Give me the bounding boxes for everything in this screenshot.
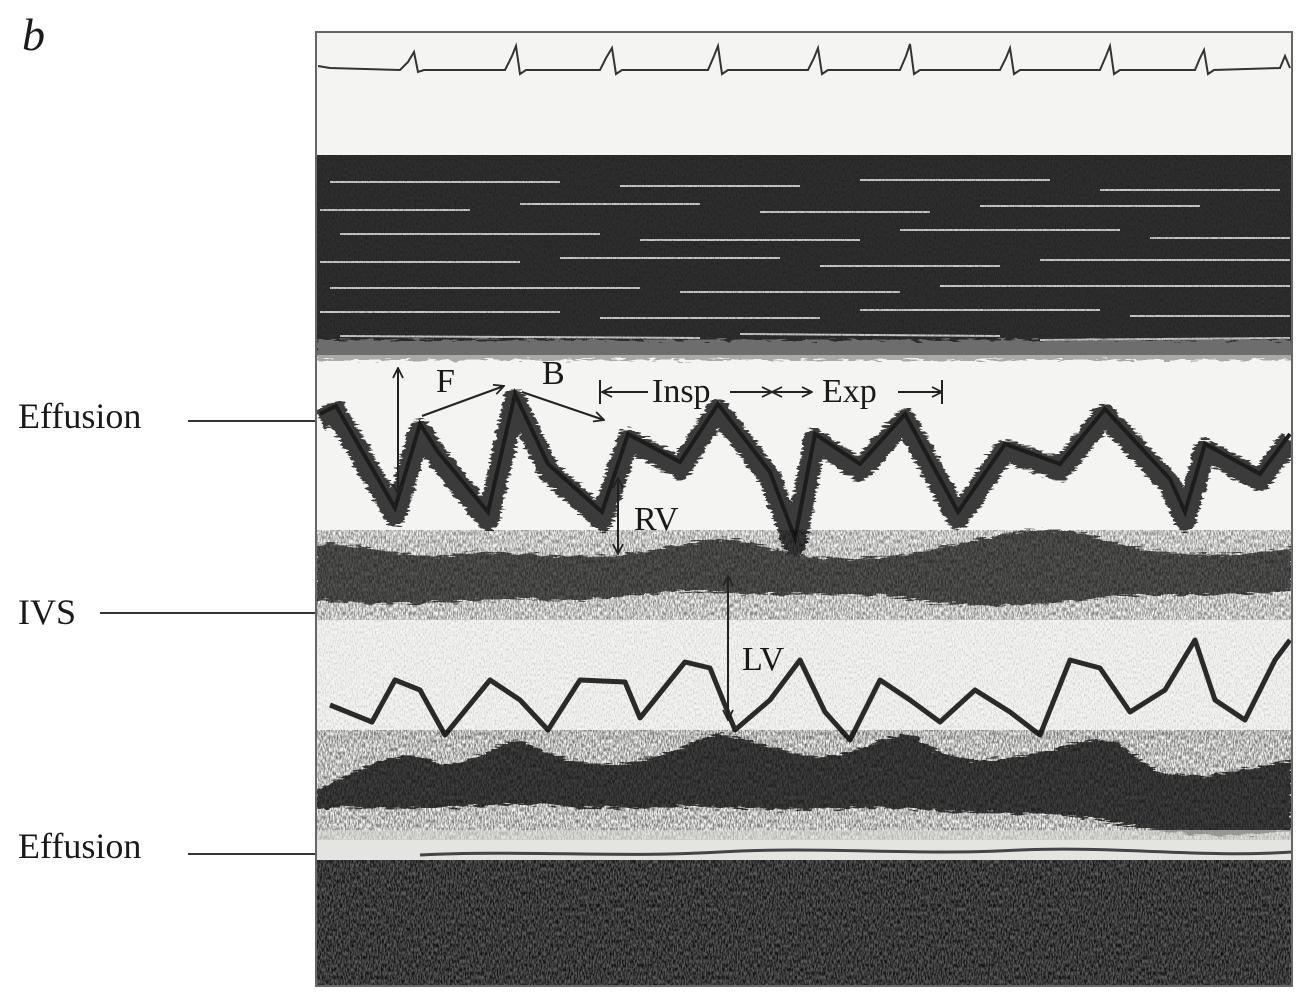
- label-f: F: [436, 363, 455, 400]
- label-exp: Exp: [822, 373, 877, 410]
- posterior-effusion: [316, 830, 1292, 860]
- label-lv: LV: [742, 641, 785, 678]
- label-ivs: IVS: [18, 592, 77, 632]
- f-arrow: [421, 386, 504, 417]
- panel-letter: b: [22, 9, 45, 60]
- ivs-texture: [316, 530, 1292, 620]
- label-insp: Insp: [652, 373, 711, 410]
- label-effusion-bottom: Effusion: [18, 826, 142, 866]
- rv-free-wall: [316, 389, 1292, 556]
- echo-frame: [315, 31, 1293, 987]
- b-arrow: [521, 391, 604, 420]
- leader-effusion-top: [188, 420, 398, 422]
- label-effusion-top: Effusion: [18, 396, 142, 436]
- posterior-wall-texture: [316, 730, 1292, 840]
- rv-free-wall-edge: [319, 387, 1292, 546]
- deep-tissue-texture: [316, 860, 1292, 986]
- leader-effusion-bottom: [188, 853, 438, 855]
- chest-wall-texture: [316, 155, 1292, 355]
- posterior-pericardium-line: [419, 847, 1292, 857]
- pericardial-layer: [316, 340, 1292, 360]
- ecg-trace: [317, 42, 1291, 76]
- lv-cavity: [316, 620, 1292, 740]
- mitral-motion-trace: [329, 637, 1292, 743]
- label-rv: RV: [634, 501, 679, 538]
- leader-ivs: [100, 612, 370, 614]
- label-b: B: [542, 355, 565, 392]
